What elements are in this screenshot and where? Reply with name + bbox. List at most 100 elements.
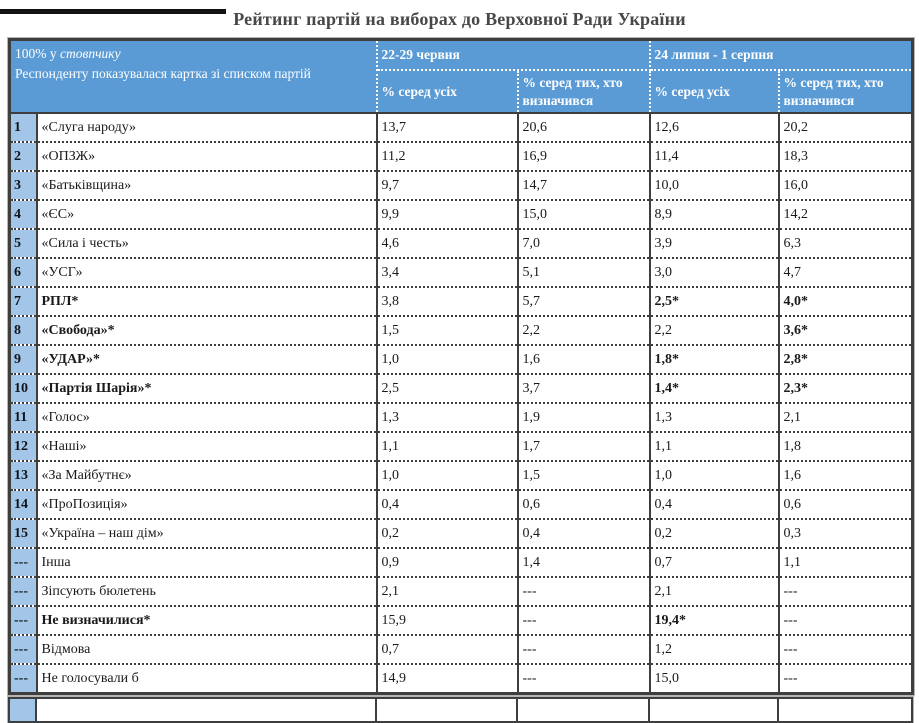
- value-cell: 2,2: [648, 315, 780, 347]
- value-cell: 1,4: [516, 547, 651, 579]
- value-cell: 18,3: [777, 141, 914, 173]
- row-number-cell: 14: [8, 489, 38, 521]
- party-name-cell: Не визначилися*: [35, 605, 378, 637]
- value-cell: 6,3: [777, 228, 914, 260]
- value-cell: 3,4: [375, 257, 519, 289]
- value-cell: ---: [777, 663, 914, 695]
- row-number-cell: 13: [8, 460, 38, 492]
- table-row: --- Зіпсують бюлетень 2,1 --- 2,1 ---: [8, 576, 914, 608]
- table-row: 6 «УСГ» 3,4 5,1 3,0 4,7: [8, 257, 914, 289]
- party-name-cell: Зіпсують бюлетень: [35, 576, 378, 608]
- table-row: 2 «ОПЗЖ» 11,2 16,9 11,4 18,3: [8, 141, 914, 173]
- value-cell: 14,9: [375, 663, 519, 695]
- period-header-row: 100% у стовпчику Респонденту показувалас…: [8, 38, 914, 115]
- value-cell: 1,6: [516, 344, 651, 376]
- value-cell: 1,2: [648, 634, 780, 666]
- value-cell: 0,4: [375, 489, 519, 521]
- value-cell: 2,5*: [648, 286, 780, 318]
- value-cell: 4,7: [777, 257, 914, 289]
- table-row: 5 «Сила і честь» 4,6 7,0 3,9 6,3: [8, 228, 914, 260]
- party-name-cell: «Батьківщина»: [35, 170, 378, 202]
- value-cell: 0,7: [648, 547, 780, 579]
- party-name-cell: «УДАР»*: [35, 344, 378, 376]
- value-cell: 2,1: [375, 576, 519, 608]
- party-name-cell: «ПроПозиція»: [35, 489, 378, 521]
- value-cell: 12,6: [648, 112, 780, 144]
- period-header-july-august: 24 липня - 1 серпня: [648, 38, 914, 71]
- value-cell: 2,8*: [777, 344, 914, 376]
- row-number-cell: 12: [8, 431, 38, 463]
- value-cell: 9,7: [375, 170, 519, 202]
- row-number-cell: 15: [8, 518, 38, 550]
- row-number-cell: 2: [8, 141, 38, 173]
- value-cell: 1,6: [777, 460, 914, 492]
- value-cell: 4,0*: [777, 286, 914, 318]
- subheader-row: % серед усіх % серед тих, хто визначився…: [10, 68, 914, 115]
- value-cell: 1,9: [516, 402, 651, 434]
- table-row: 12 «Наші» 1,1 1,7 1,1 1,8: [8, 431, 914, 463]
- value-cell: ---: [777, 576, 914, 608]
- corner-italic-word: стовпчику: [60, 46, 121, 61]
- value-cell: 2,3*: [777, 373, 914, 405]
- row-number-cell: 6: [8, 257, 38, 289]
- value-cell: 4,6: [375, 228, 519, 260]
- partial-value-cell: [516, 698, 650, 723]
- partial-row: [8, 698, 913, 723]
- corner-line-2: Респонденту показувалася картка зі списк…: [15, 65, 311, 81]
- table-row: 13 «За Майбутнє» 1,0 1,5 1,0 1,6: [8, 460, 914, 492]
- party-name-cell: «За Майбутнє»: [35, 460, 378, 492]
- table-row: 11 «Голос» 1,3 1,9 1,3 2,1: [8, 402, 914, 434]
- value-cell: 15,0: [516, 199, 651, 231]
- corner-line-1: 100% у стовпчику: [15, 46, 121, 61]
- value-cell: 0,4: [648, 489, 780, 521]
- row-number-cell: ---: [8, 634, 38, 666]
- value-cell: 5,7: [516, 286, 651, 318]
- value-cell: ---: [777, 634, 914, 666]
- value-cell: 1,7: [516, 431, 651, 463]
- value-cell: 11,2: [375, 141, 519, 173]
- corner-header-cell: 100% у стовпчику Респонденту показувалас…: [8, 38, 378, 115]
- table-row: 8 «Свобода»* 1,5 2,2 2,2 3,6*: [8, 315, 914, 347]
- row-number-cell: ---: [8, 547, 38, 579]
- value-cell: 11,4: [648, 141, 780, 173]
- value-cell: 19,4*: [648, 605, 780, 637]
- table-row: --- Інша 0,9 1,4 0,7 1,1: [8, 547, 914, 579]
- row-number-cell: ---: [8, 663, 38, 695]
- value-cell: 2,2: [516, 315, 651, 347]
- value-cell: ---: [777, 605, 914, 637]
- value-cell: 3,8: [375, 286, 519, 318]
- party-name-cell: «УСГ»: [35, 257, 378, 289]
- value-cell: 1,1: [777, 547, 914, 579]
- page-title: Рейтинг партій на виборах до Верховної Р…: [233, 9, 686, 29]
- partial-party-cell: [35, 698, 377, 723]
- value-cell: ---: [516, 663, 651, 695]
- value-cell: 20,2: [777, 112, 914, 144]
- partial-row-number-cell: [8, 698, 37, 723]
- table-row: 3 «Батьківщина» 9,7 14,7 10,0 16,0: [8, 170, 914, 202]
- value-cell: ---: [516, 605, 651, 637]
- value-cell: ---: [516, 576, 651, 608]
- table-row: 10 «Партія Шарія»* 2,5 3,7 1,4* 2,3*: [8, 373, 914, 405]
- row-number-cell: ---: [8, 576, 38, 608]
- party-name-cell: РПЛ*: [35, 286, 378, 318]
- row-number-cell: 10: [8, 373, 38, 405]
- row-number-cell: 7: [8, 286, 38, 318]
- value-cell: 2,1: [648, 576, 780, 608]
- subheader-pct-decided-2: % серед тих, хто визначився: [777, 68, 914, 115]
- partial-value-cell: [648, 698, 779, 723]
- table-body: 1 «Слуга народу» 13,7 20,6 12,6 20,2 2 «ОПЗЖ» 11…: [8, 112, 914, 695]
- value-cell: 2,5: [375, 373, 519, 405]
- row-number-cell: 4: [8, 199, 38, 231]
- value-cell: 1,5: [516, 460, 651, 492]
- value-cell: 13,7: [375, 112, 519, 144]
- ratings-table: 100% у стовпчику Респонденту показувалас…: [8, 38, 915, 696]
- value-cell: 0,6: [777, 489, 914, 521]
- party-name-cell: «Свобода»*: [35, 315, 378, 347]
- table-row: --- Відмова 0,7 --- 1,2 ---: [8, 634, 914, 666]
- row-number-cell: 1: [8, 112, 38, 144]
- value-cell: 1,1: [648, 431, 780, 463]
- value-cell: 0,4: [516, 518, 651, 550]
- value-cell: 15,9: [375, 605, 519, 637]
- table-row: 15 «Україна – наш дім» 0,2 0,4 0,2 0,3: [8, 518, 914, 550]
- party-name-cell: «Наші»: [35, 431, 378, 463]
